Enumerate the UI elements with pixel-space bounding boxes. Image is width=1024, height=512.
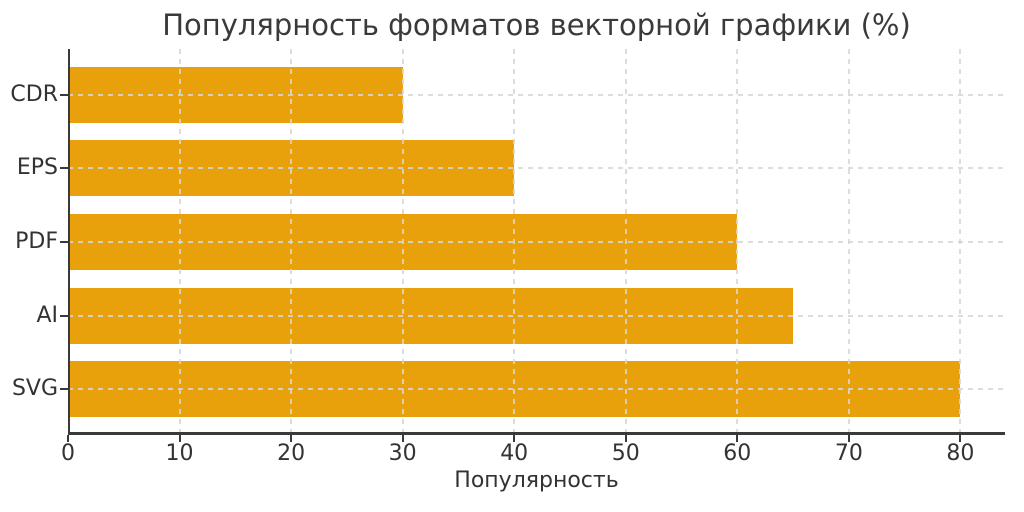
x-tick-mark [290,435,293,442]
x-tick-label-80: 80 [946,441,975,466]
y-tick-mark [60,314,68,317]
x-tick-label-10: 10 [165,441,194,466]
x-tick-mark [736,435,739,442]
x-tick-label-20: 20 [277,441,306,466]
bar-PDF [68,214,738,270]
x-tick-mark [847,435,850,442]
y-tick-mark [60,241,68,243]
bar-EPS [68,140,515,197]
y-axis-labels: CDR EPS PDF AI SVG [0,49,58,435]
bar-SVG [68,361,961,418]
x-tick-label-0: 0 [61,441,75,466]
x-tick-label-50: 50 [611,441,640,466]
x-tick-label-40: 40 [500,441,529,466]
x-tick-label-30: 30 [388,441,417,466]
y-tick-mark [60,167,68,170]
x-tick-mark [178,435,181,442]
tick-marks-group [60,49,1005,442]
bar-CDR [68,66,403,123]
y-tick-label-AI: AI [36,302,58,328]
bars-group [68,49,1005,435]
plot-area [60,49,1005,442]
x-tick-label-60: 60 [723,441,752,466]
x-tick-mark [67,435,69,442]
y-tick-label-EPS: EPS [16,155,58,181]
chart-title: Популярность форматов векторной графики … [162,8,911,42]
y-tick-label-CDR: CDR [10,81,58,107]
y-tick-mark [60,388,68,391]
y-tick-label-PDF: PDF [15,229,58,254]
x-tick-mark [401,435,404,442]
bar-AI [68,287,794,344]
x-axis-spine [68,432,1005,435]
x-tick-label-70: 70 [834,441,863,466]
y-tick-mark [60,93,68,96]
x-axis-tick-labels: 0 10 20 30 40 50 60 70 80 [61,441,1005,469]
x-tick-mark [624,435,627,442]
x-tick-mark [959,435,962,442]
y-tick-label-SVG: SVG [11,376,58,402]
x-tick-mark [513,435,516,442]
y-axis-spine [68,49,70,435]
x-axis-label: Популярность [454,468,619,493]
